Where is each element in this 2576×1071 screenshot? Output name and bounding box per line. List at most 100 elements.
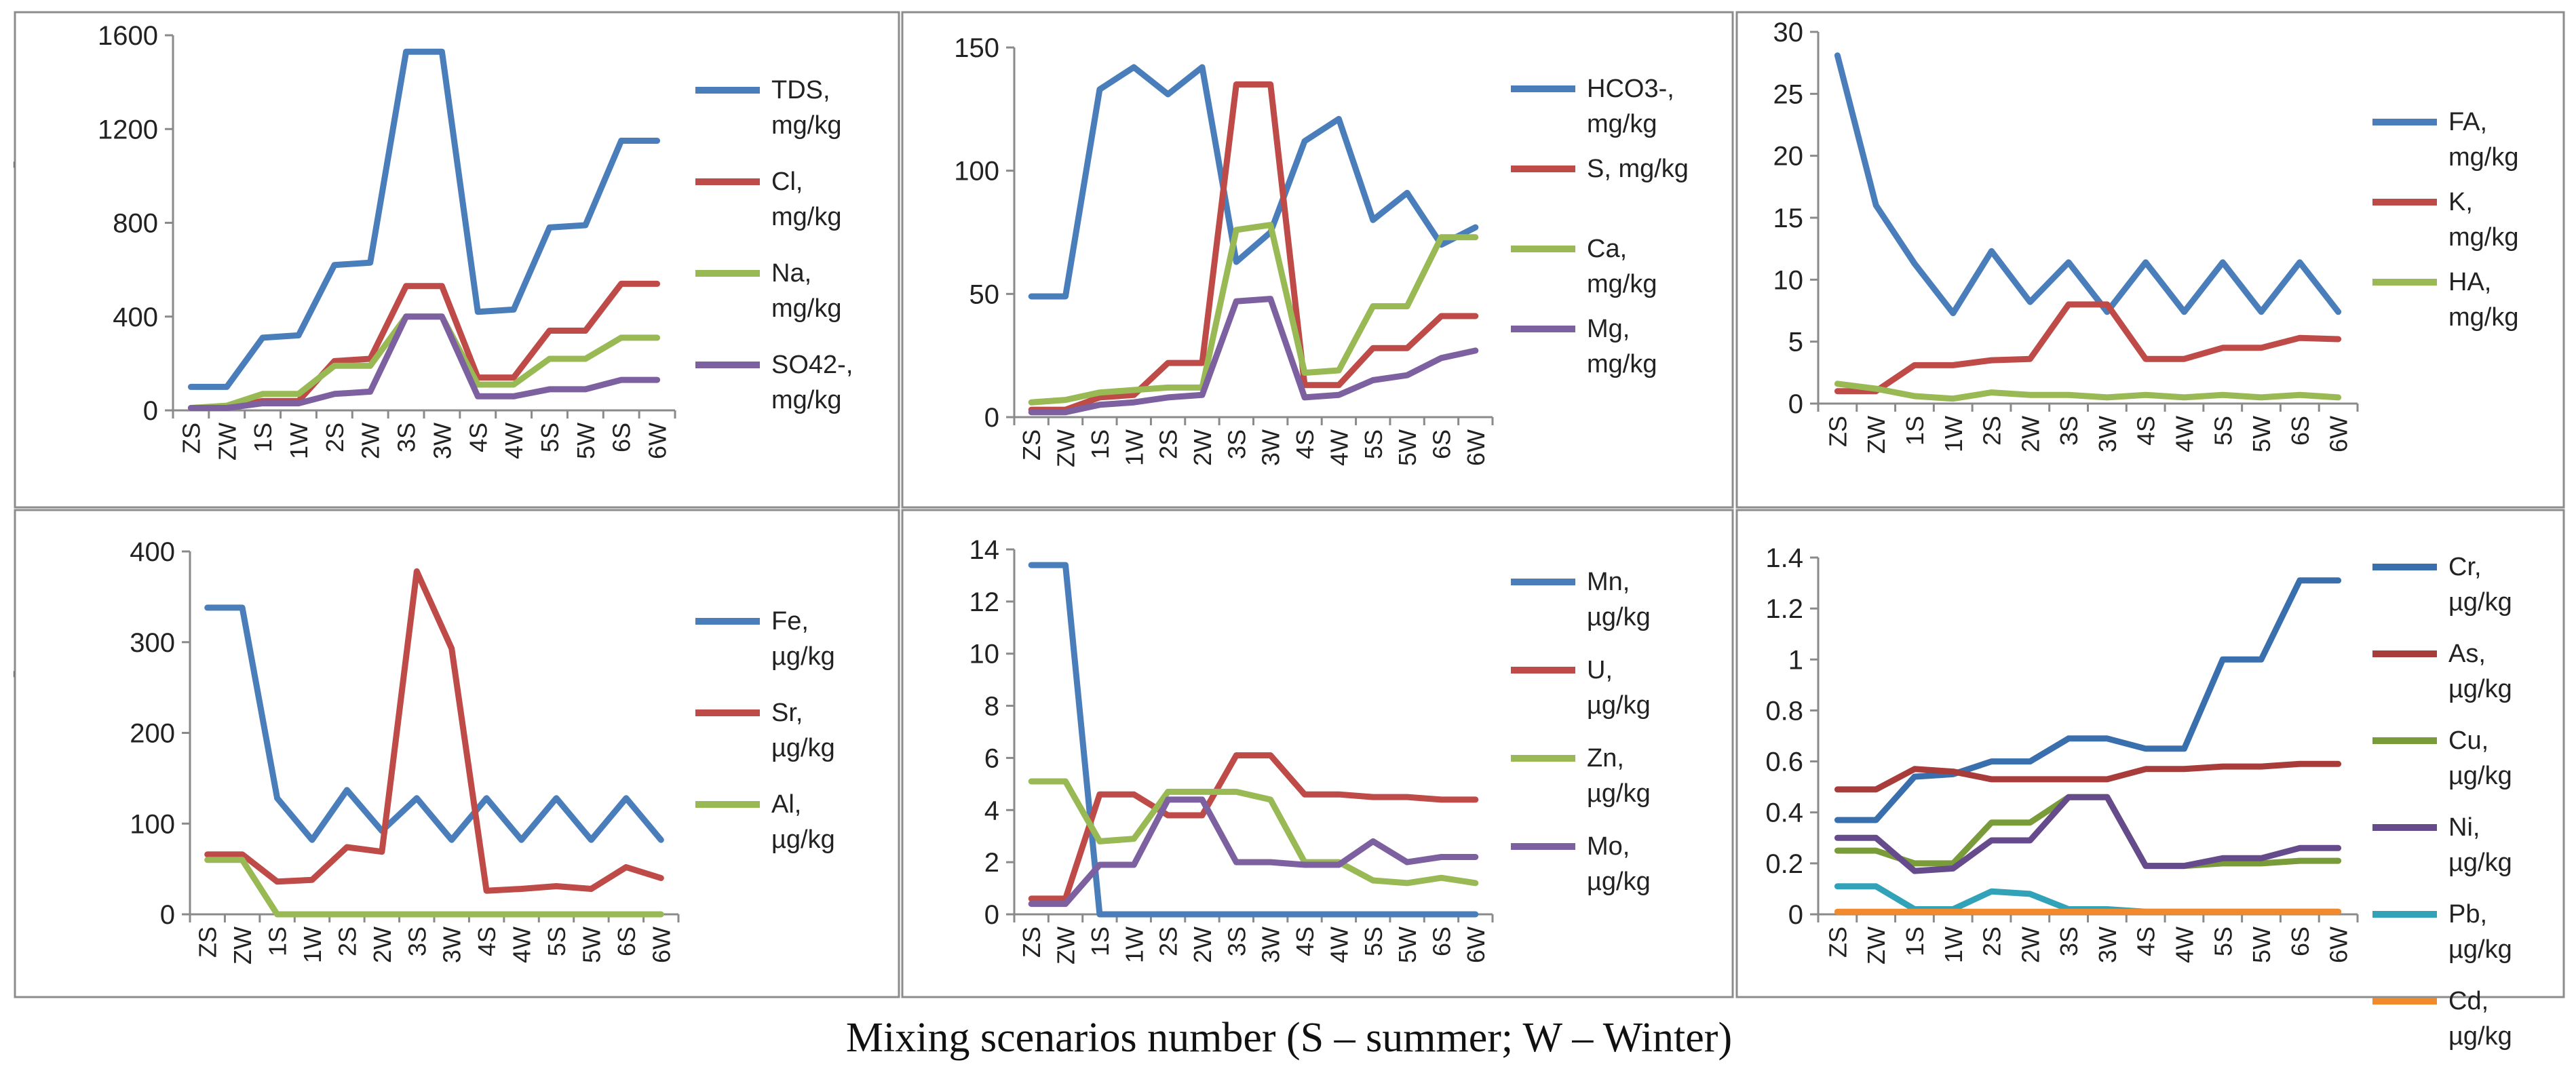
legend-label: As, bbox=[2448, 640, 2486, 668]
x-tick-label: ZW bbox=[1052, 429, 1080, 467]
legend-label: µg/kg bbox=[2448, 1022, 2512, 1051]
legend-label: mg/kg bbox=[2448, 143, 2518, 172]
chart-panel-top-middle: 0 50 100 150 ZS ZW 1S 1W 2S 2W 3S 3W 4S 4W 5S 5W 6S 6W HCO… bbox=[901, 11, 1734, 509]
x-tick-label: ZS bbox=[194, 927, 222, 958]
x-tick-label: 3S bbox=[2055, 927, 2083, 956]
legend-label: Zn, bbox=[1587, 744, 1624, 773]
x-tick-label: 2S bbox=[1155, 927, 1183, 956]
legend-label: Mn, bbox=[1587, 568, 1630, 596]
legend-label: FA, bbox=[2448, 108, 2487, 136]
x-tick-label: 3S bbox=[403, 927, 431, 956]
y-tick-label: 1200 bbox=[98, 115, 158, 144]
x-tick-label: 6W bbox=[647, 927, 675, 963]
x-tick-label: 5W bbox=[1393, 927, 1421, 963]
legend-label: Ca, bbox=[1587, 235, 1627, 263]
x-tick-label: 2S bbox=[321, 423, 349, 452]
y-tick-label: 0 bbox=[984, 403, 999, 433]
x-tick-label: 3S bbox=[1223, 927, 1250, 956]
x-tick-label: ZS bbox=[1824, 927, 1851, 958]
y-tick-label: 1.4 bbox=[1765, 543, 1803, 573]
y-tick-label: 1.2 bbox=[1765, 594, 1803, 624]
series-line-2 bbox=[204, 857, 664, 918]
legend-label: mg/kg bbox=[771, 111, 841, 140]
y-tick-label: 12 bbox=[969, 587, 1000, 617]
x-tick-label: 6W bbox=[1462, 429, 1490, 466]
legend-entry: U, µg/kg bbox=[1511, 656, 1651, 720]
y-tick-label: 8 bbox=[984, 692, 999, 722]
x-tick-label: 2W bbox=[368, 927, 396, 963]
legend-label: Al, bbox=[771, 790, 801, 819]
x-tick-label: 1W bbox=[1120, 429, 1148, 466]
y-tick-label: 10 bbox=[1773, 265, 1804, 295]
legend-entry: Cu, µg/kg bbox=[2372, 726, 2512, 790]
legend-label: µg/kg bbox=[1587, 779, 1651, 808]
x-tick-label: 6S bbox=[613, 927, 640, 956]
y-tick-label: 400 bbox=[113, 303, 158, 332]
legend-entry: SO42-, mg/kg bbox=[695, 351, 853, 414]
x-tick-label: ZW bbox=[213, 423, 241, 461]
legend-entry: Ni, µg/kg bbox=[2372, 813, 2512, 877]
x-tick-label: 4S bbox=[2132, 416, 2160, 446]
legend-label: µg/kg bbox=[2448, 935, 2512, 964]
x-tick-label: ZW bbox=[1862, 416, 1890, 454]
series-line-3 bbox=[1028, 296, 1479, 416]
y-tick-label: 0 bbox=[1788, 389, 1803, 419]
x-tick-label: 5W bbox=[2248, 927, 2275, 963]
legend-label: mg/kg bbox=[1587, 110, 1657, 138]
x-tick-label: 6S bbox=[608, 423, 636, 452]
series-line-1 bbox=[1834, 301, 2342, 395]
x-tick-label: 6W bbox=[1462, 927, 1490, 963]
legend-label: Mo, bbox=[1587, 832, 1630, 861]
series-line-1 bbox=[1834, 760, 2342, 793]
x-tick-label: 2W bbox=[2016, 927, 2044, 963]
x-tick-label: 2S bbox=[333, 927, 361, 956]
legend-label: Na, bbox=[771, 259, 811, 288]
legend-label: SO42-, bbox=[771, 351, 853, 379]
x-tick-label: 3S bbox=[1223, 429, 1250, 459]
x-tick-label: 4W bbox=[1325, 927, 1353, 963]
x-tick-label: 4W bbox=[2170, 927, 2198, 963]
x-tick-label: 4W bbox=[500, 423, 528, 459]
y-tick-label: 0 bbox=[143, 396, 158, 426]
x-tick-label: 5W bbox=[2248, 416, 2275, 452]
series-line-0 bbox=[204, 604, 664, 843]
y-tick-label: 0 bbox=[984, 900, 999, 930]
x-tick-label: 6S bbox=[2286, 416, 2314, 446]
x-tick-label: 3W bbox=[438, 927, 466, 963]
x-tick-label: 3S bbox=[2055, 416, 2083, 446]
legend-entry: Mo, µg/kg bbox=[1511, 832, 1651, 896]
x-tick-label: 1S bbox=[264, 927, 292, 956]
legend-entry: HCO3-, mg/kg bbox=[1511, 75, 1674, 138]
y-tick-label: 6 bbox=[984, 743, 999, 773]
x-tick-label: 5S bbox=[2209, 927, 2237, 956]
series-line-0 bbox=[1028, 562, 1479, 918]
x-tick-label: 1S bbox=[1901, 416, 1929, 446]
legend-entry: S, mg/kg bbox=[1511, 155, 1689, 183]
y-tick-label: 300 bbox=[130, 628, 175, 658]
x-tick-label: 4W bbox=[508, 927, 536, 963]
x-tick-label: 1W bbox=[1940, 927, 1967, 963]
panel-frame bbox=[1735, 509, 2565, 998]
x-tick-label: 5S bbox=[543, 927, 571, 956]
legend-label: µg/kg bbox=[2448, 675, 2512, 703]
legend-entry: Cd, µg/kg bbox=[2372, 987, 2512, 1051]
legend-label: µg/kg bbox=[1587, 603, 1651, 631]
x-tick-label: ZS bbox=[1018, 429, 1045, 461]
x-tick-label: 4S bbox=[473, 927, 501, 956]
x-tick-label: 3S bbox=[393, 423, 421, 452]
x-tick-label: 1W bbox=[1120, 927, 1148, 963]
legend-label: µg/kg bbox=[2448, 762, 2512, 790]
legend-entry: K, mg/kg bbox=[2372, 188, 2518, 252]
x-tick-label: 3W bbox=[2094, 416, 2121, 452]
legend-label: S, mg/kg bbox=[1587, 155, 1689, 183]
legend-entry: Al, µg/kg bbox=[695, 790, 835, 854]
legend-entry: As, µg/kg bbox=[2372, 640, 2512, 703]
x-tick-label: ZS bbox=[1018, 927, 1045, 958]
legend-label: Ni, bbox=[2448, 813, 2480, 842]
legend-entry: Cl, mg/kg bbox=[695, 168, 841, 231]
x-tick-label: 3W bbox=[428, 423, 456, 459]
x-tick-label: 6S bbox=[2286, 927, 2314, 956]
y-tick-label: 2 bbox=[984, 848, 999, 878]
